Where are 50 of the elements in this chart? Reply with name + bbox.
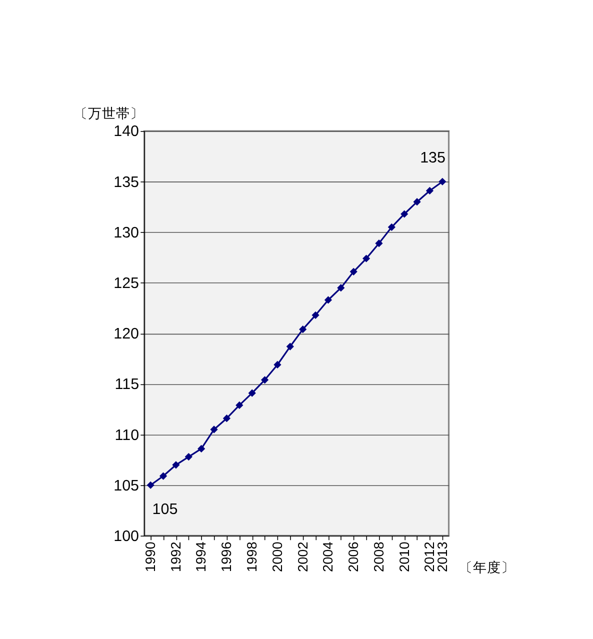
x-axis-title: 〔年度〕 xyxy=(458,560,515,576)
x-tick-label: 2010 xyxy=(396,541,412,572)
y-tick-label: 120 xyxy=(114,326,140,343)
x-tick-label: 2008 xyxy=(371,542,386,572)
x-tick-label: 2006 xyxy=(346,542,362,572)
x-tick-label: 1998 xyxy=(244,542,260,572)
x-tick-label: 2000 xyxy=(270,541,285,572)
x-tick-label: 1994 xyxy=(194,541,209,572)
point xyxy=(172,461,180,469)
point xyxy=(248,389,256,397)
x-tick-label: 2004 xyxy=(320,541,336,572)
y-tick-label: 110 xyxy=(114,426,140,444)
point xyxy=(222,414,231,422)
data-label: 135 xyxy=(420,149,446,166)
y-tick-label: 130 xyxy=(114,224,140,242)
point xyxy=(337,284,345,292)
point xyxy=(362,254,370,262)
point xyxy=(236,401,244,410)
y-axis-title: 〔万世帯〕 xyxy=(74,106,144,121)
y-tick-label: 125 xyxy=(114,274,140,292)
y-tick-label: 135 xyxy=(114,174,140,191)
point xyxy=(146,481,154,489)
point xyxy=(413,198,421,206)
x-tick-label: 2013 xyxy=(434,542,450,572)
x-tick-label: 1996 xyxy=(219,542,234,572)
point xyxy=(184,453,192,461)
point xyxy=(375,240,383,248)
y-tick-label: 140 xyxy=(114,123,140,140)
y-tick-label: 115 xyxy=(114,376,140,394)
point xyxy=(286,342,294,350)
y-tick-label: 100 xyxy=(114,528,140,545)
point xyxy=(400,210,408,218)
point xyxy=(324,296,332,304)
point xyxy=(312,311,320,319)
data-label: 105 xyxy=(152,500,178,518)
point xyxy=(426,186,434,195)
point xyxy=(438,178,446,186)
point xyxy=(299,326,307,334)
point xyxy=(350,268,358,276)
point xyxy=(388,223,396,231)
x-tick-label: 2012 xyxy=(422,542,438,572)
x-tick-label: 1990 xyxy=(142,541,158,572)
point xyxy=(260,376,269,384)
y-tick-label: 105 xyxy=(114,477,140,494)
x-tick-label: 1992 xyxy=(168,542,184,572)
point xyxy=(274,360,282,369)
x-tick-label: 2002 xyxy=(295,542,310,572)
point xyxy=(159,472,168,480)
point xyxy=(198,444,206,453)
point xyxy=(210,426,218,434)
